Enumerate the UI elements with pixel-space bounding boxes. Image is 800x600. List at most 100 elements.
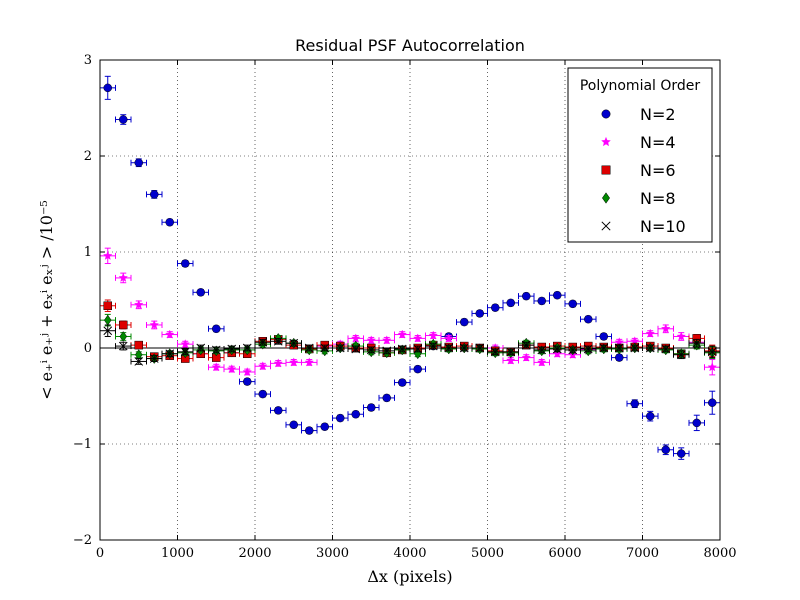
data-point bbox=[657, 344, 674, 354]
x-tick-label: 8000 bbox=[703, 546, 736, 561]
marker-circle bbox=[491, 303, 500, 312]
data-point bbox=[673, 350, 690, 360]
data-point bbox=[115, 331, 132, 342]
marker-circle bbox=[553, 290, 562, 300]
marker-circle bbox=[630, 399, 639, 408]
data-point bbox=[115, 114, 132, 125]
marker-x bbox=[165, 349, 175, 359]
marker-star bbox=[165, 329, 175, 339]
data-point bbox=[254, 389, 271, 399]
marker-circle bbox=[351, 409, 360, 419]
legend: Polynomial Order N=2 N=4 N=6 N=8 N=10 bbox=[567, 67, 713, 243]
y-tick-label: 1 bbox=[84, 245, 92, 260]
x-tick-label: 4000 bbox=[393, 546, 426, 561]
legend-entry: N=8 bbox=[602, 189, 676, 208]
data-point bbox=[378, 393, 395, 403]
series-n10 bbox=[99, 324, 721, 366]
marker-circle bbox=[398, 378, 407, 387]
marker-circle bbox=[165, 217, 174, 227]
data-point bbox=[115, 341, 132, 351]
data-point bbox=[99, 299, 116, 313]
data-point bbox=[502, 298, 519, 308]
marker-circle bbox=[677, 449, 686, 458]
marker-x bbox=[273, 336, 283, 346]
marker-circle bbox=[646, 411, 655, 421]
legend-label: N=2 bbox=[640, 105, 676, 124]
data-point bbox=[115, 320, 132, 330]
marker-star bbox=[289, 357, 299, 367]
legend-entry: N=6 bbox=[601, 161, 676, 180]
data-point bbox=[394, 378, 411, 387]
marker-x bbox=[103, 326, 113, 336]
marker-circle bbox=[692, 418, 701, 428]
x-tick-label: 5000 bbox=[471, 546, 504, 561]
data-point bbox=[285, 420, 302, 430]
data-point bbox=[363, 403, 380, 412]
marker-x bbox=[568, 345, 578, 355]
marker-x bbox=[692, 338, 702, 348]
chart-title: Residual PSF Autocorrelation bbox=[295, 36, 525, 55]
marker-x bbox=[180, 347, 190, 357]
marker-circle bbox=[134, 158, 143, 167]
legend-title: Polynomial Order bbox=[580, 78, 701, 94]
marker-star bbox=[413, 333, 423, 343]
data-point bbox=[564, 299, 581, 309]
marker-circle bbox=[413, 364, 422, 374]
marker-x bbox=[258, 337, 268, 347]
marker-star bbox=[118, 273, 128, 282]
data-point bbox=[347, 344, 364, 354]
marker-circle bbox=[367, 403, 376, 412]
marker-circle bbox=[119, 115, 128, 124]
marker-x bbox=[366, 345, 376, 355]
legend-label: N=6 bbox=[640, 161, 676, 180]
data-point bbox=[471, 343, 488, 353]
data-point bbox=[518, 291, 535, 301]
x-tick-label: 7000 bbox=[626, 546, 659, 561]
marker-square bbox=[103, 301, 112, 311]
marker-star bbox=[537, 357, 547, 367]
marker-star bbox=[180, 339, 190, 349]
marker-circle bbox=[243, 377, 252, 386]
legend-label: N=10 bbox=[640, 217, 686, 236]
legend-label: N=8 bbox=[640, 189, 676, 208]
marker-x bbox=[149, 354, 159, 363]
marker-star bbox=[645, 328, 655, 338]
marker-circle bbox=[274, 406, 283, 415]
y-tick-label: −2 bbox=[73, 533, 92, 548]
marker-star bbox=[428, 330, 438, 340]
marker-x bbox=[676, 350, 686, 360]
marker-x bbox=[537, 345, 547, 355]
marker-circle bbox=[506, 298, 515, 308]
data-point bbox=[161, 217, 178, 227]
marker-star bbox=[149, 320, 159, 329]
marker-x bbox=[227, 344, 237, 354]
marker-circle bbox=[320, 422, 329, 431]
marker-star bbox=[707, 362, 717, 372]
data-point bbox=[518, 340, 535, 350]
x-tick-label: 1000 bbox=[161, 546, 194, 561]
marker-square bbox=[119, 320, 128, 330]
data-point bbox=[533, 357, 550, 367]
marker-star bbox=[134, 299, 144, 309]
marker-diamond bbox=[119, 331, 128, 342]
data-point bbox=[595, 332, 612, 341]
marker-x bbox=[506, 347, 516, 357]
marker-circle bbox=[103, 83, 112, 93]
data-point bbox=[347, 333, 364, 343]
marker-circle bbox=[568, 299, 577, 309]
marker-x bbox=[599, 343, 609, 353]
marker-x bbox=[661, 344, 671, 354]
data-point bbox=[688, 338, 705, 348]
y-tick-label: 2 bbox=[84, 149, 92, 164]
data-point bbox=[657, 323, 674, 334]
data-point bbox=[471, 309, 488, 318]
marker-star bbox=[661, 323, 671, 333]
marker-x bbox=[490, 347, 500, 357]
data-point bbox=[301, 357, 318, 367]
marker-x bbox=[320, 343, 330, 353]
marker-circle bbox=[537, 296, 546, 306]
marker-circle bbox=[460, 317, 469, 327]
data-point bbox=[394, 329, 411, 339]
series-n4 bbox=[99, 247, 721, 376]
marker-x bbox=[211, 345, 221, 355]
